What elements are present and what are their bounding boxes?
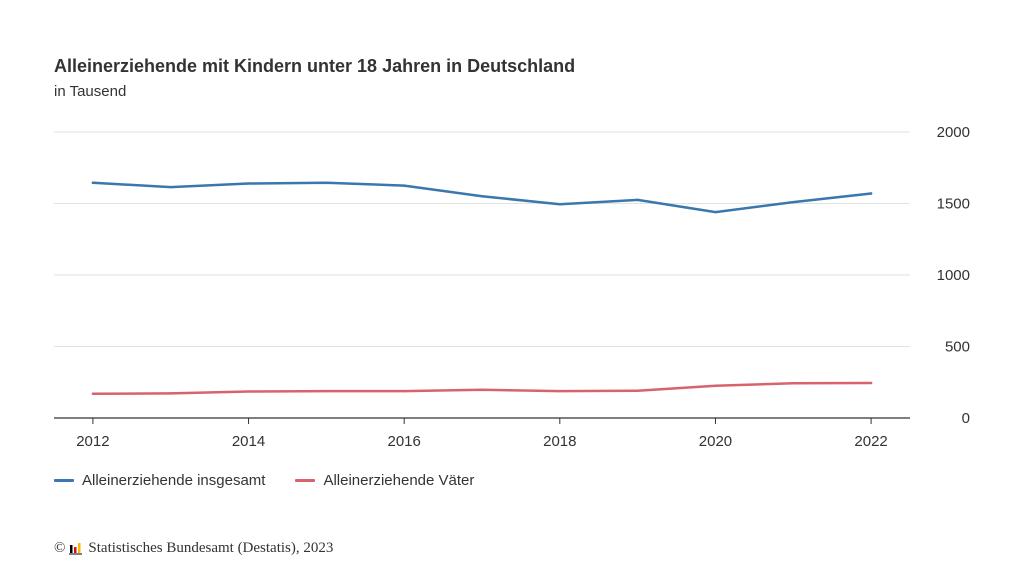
x-tick-label-2014: 2014 xyxy=(232,433,265,450)
source-line: © Statistisches Bundesamt (Destatis), 20… xyxy=(54,540,333,557)
x-axis-labels: 2012 2014 2016 2018 2020 2022 xyxy=(76,433,888,450)
data-point-1-2017 xyxy=(480,388,484,392)
chart-title: Alleinerziehende mit Kindern unter 18 Ja… xyxy=(54,56,576,76)
series-line-1 xyxy=(91,381,873,395)
series-0 xyxy=(91,181,873,214)
logo-bar-gold xyxy=(78,543,81,553)
data-point-1-2020 xyxy=(714,384,717,388)
data-point-0-2022 xyxy=(869,192,873,195)
data-point-0-2020 xyxy=(714,210,717,214)
data-point-1-2022 xyxy=(869,381,873,385)
x-axis-ticks xyxy=(92,418,872,424)
data-point-0-2016 xyxy=(402,184,406,187)
series-1 xyxy=(91,381,873,395)
y-tick-label-1000: 1000 xyxy=(937,267,970,284)
legend-label-total: Alleinerziehende insgesamt xyxy=(82,472,266,489)
data-point-1-2015 xyxy=(325,389,328,393)
legend-item-total: Alleinerziehende insgesamt xyxy=(54,472,265,489)
logo-bar-red xyxy=(74,547,77,553)
logo-bar-black xyxy=(70,545,73,553)
data-point-1-2013 xyxy=(169,392,172,395)
legend-swatch-total xyxy=(54,479,74,482)
x-tick-label-2016: 2016 xyxy=(387,433,420,450)
series-lines xyxy=(91,181,873,395)
legend-item-fathers: Alleinerziehende Väter xyxy=(295,472,474,489)
data-point-1-2018 xyxy=(558,389,562,393)
x-tick-label-2022: 2022 xyxy=(854,433,887,450)
data-point-1-2016 xyxy=(402,389,406,393)
x-tick-label-2018: 2018 xyxy=(543,433,576,450)
legend: Alleinerziehende insgesamt Alleinerziehe… xyxy=(54,472,504,489)
data-point-0-2018 xyxy=(558,203,562,206)
data-point-0-2013 xyxy=(169,185,172,189)
gridlines xyxy=(54,131,910,347)
y-tick-label-2000: 2000 xyxy=(937,124,970,141)
data-point-0-2015 xyxy=(325,181,328,184)
y-tick-label-1500: 1500 xyxy=(937,196,970,213)
line-chart: 0 500 1000 1500 2000 2012 2014 2016 2018 2020 202… xyxy=(54,124,970,450)
x-tick-label-2020: 2020 xyxy=(699,433,732,450)
logo-baseline xyxy=(69,553,83,555)
data-point-0-2019 xyxy=(636,198,639,202)
data-point-1-2012 xyxy=(91,392,95,395)
y-tick-label-0: 0 xyxy=(962,410,970,427)
data-point-1-2019 xyxy=(636,389,639,393)
data-point-0-2017 xyxy=(480,195,484,198)
x-tick-label-2012: 2012 xyxy=(76,433,109,450)
copyright-sign: © xyxy=(54,540,66,556)
data-point-1-2021 xyxy=(792,382,795,385)
y-axis-labels: 0 500 1000 1500 2000 xyxy=(937,124,970,427)
data-point-0-2014 xyxy=(247,182,250,185)
legend-swatch-fathers xyxy=(295,479,316,482)
legend-label-fathers: Alleinerziehende Väter xyxy=(323,472,475,489)
chart-subtitle: in Tausend xyxy=(54,83,127,100)
data-point-0-2012 xyxy=(91,181,95,184)
source-text: Statistisches Bundesamt (Destatis), 2023 xyxy=(88,540,334,556)
data-point-0-2021 xyxy=(792,200,795,204)
y-tick-label-500: 500 xyxy=(945,339,970,356)
data-point-1-2014 xyxy=(247,390,250,393)
destatis-logo-icon xyxy=(69,543,83,555)
